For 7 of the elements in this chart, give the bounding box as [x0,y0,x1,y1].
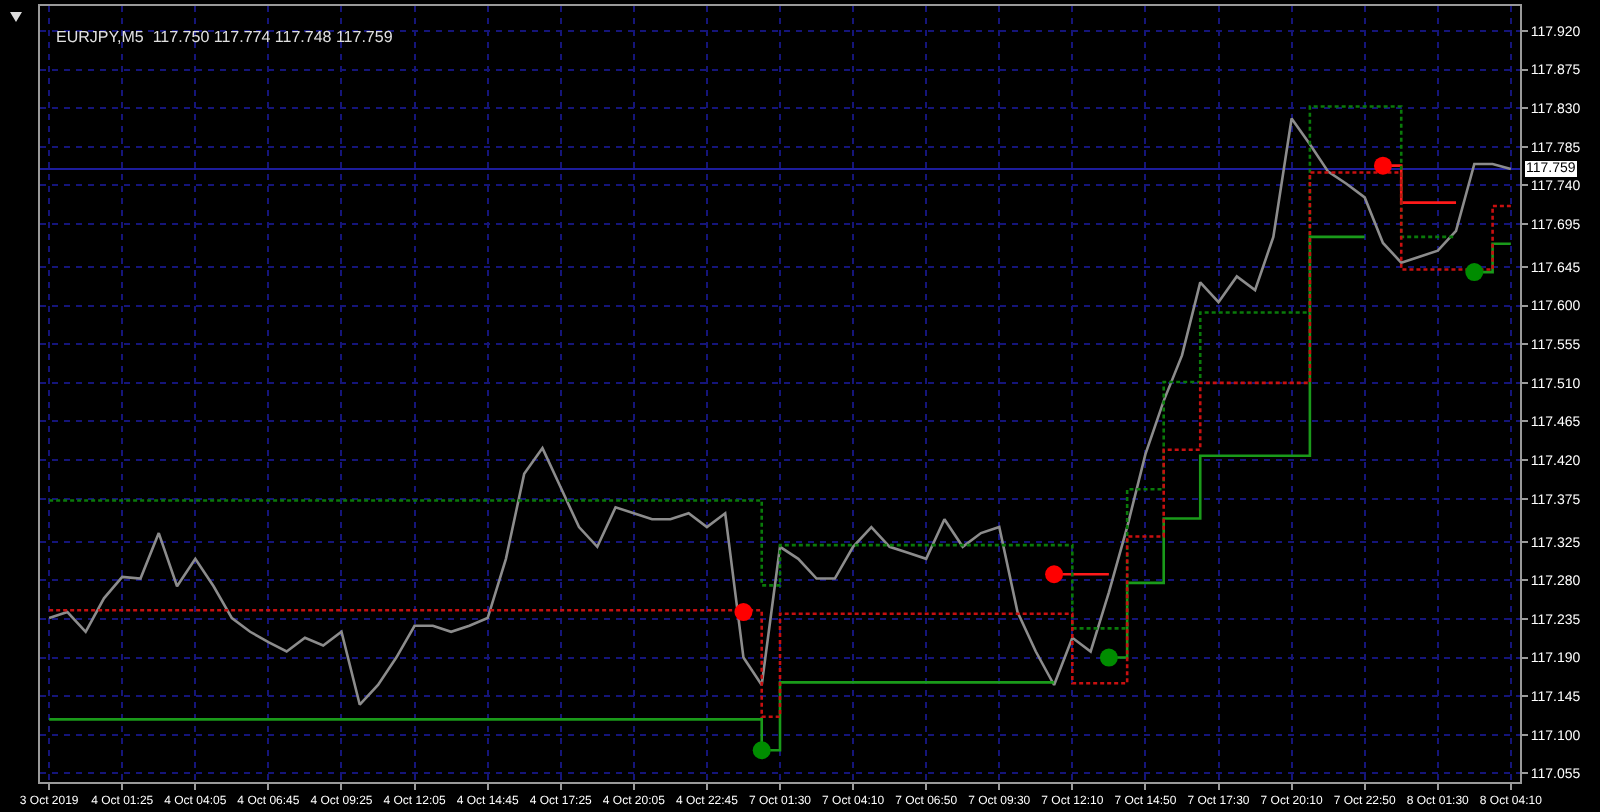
point [752,741,771,760]
text: EURJPY,M5 117.750 117.774 117.748 117.759 [56,28,394,47]
point [1465,263,1484,282]
point [1045,565,1064,584]
point [1099,648,1118,667]
point [1373,156,1392,175]
point [734,603,753,622]
